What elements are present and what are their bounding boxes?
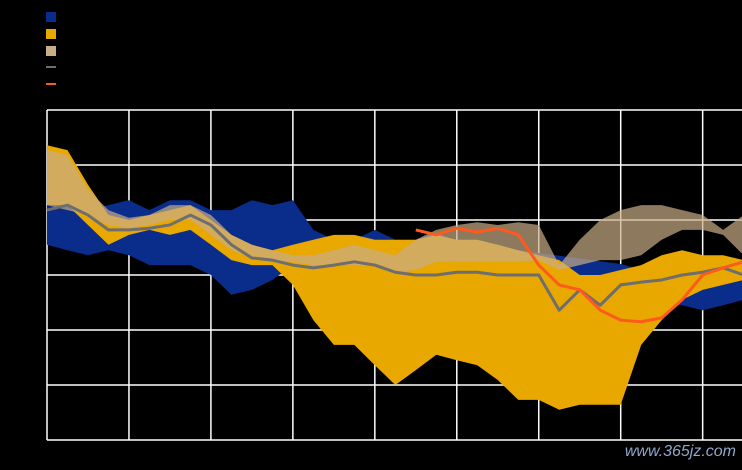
band-area <box>47 150 742 273</box>
watermark: www.365jz.com <box>625 443 736 460</box>
legend-swatch <box>46 46 56 56</box>
legend-swatch <box>46 29 56 39</box>
band-area <box>47 145 742 410</box>
legend-swatch <box>46 12 56 22</box>
line <box>46 203 742 312</box>
line <box>415 226 742 324</box>
